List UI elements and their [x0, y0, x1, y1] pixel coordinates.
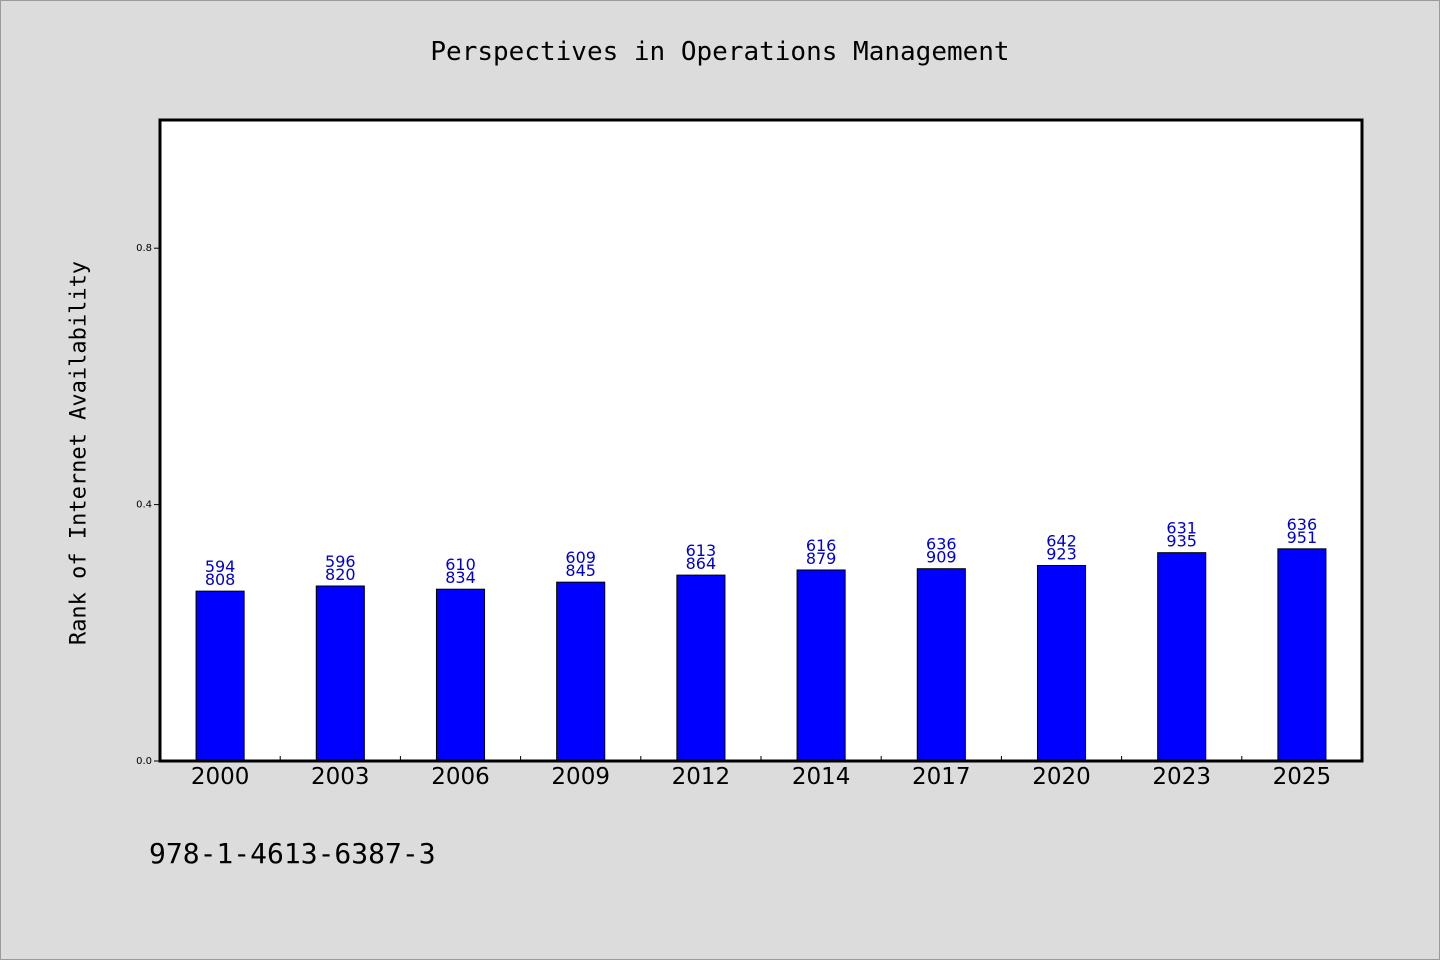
data-label-bottom-2017: 909 — [926, 548, 957, 567]
bar-2020 — [1036, 564, 1087, 762]
plot-frame — [158, 118, 1364, 763]
data-label-bottom-2009: 845 — [565, 561, 596, 580]
x-tick-label-2023: 2023 — [1152, 764, 1211, 790]
data-label-top-2003: 596 — [325, 552, 356, 571]
x-tick-label-2006: 2006 — [431, 764, 490, 790]
x-tick-label-2017: 2017 — [912, 764, 971, 790]
bar-2017 — [916, 568, 966, 762]
data-label-top-2017: 636 — [926, 535, 957, 554]
data-label-top-2012: 613 — [686, 541, 717, 560]
data-label-top-2006: 610 — [445, 555, 476, 574]
y-tick-label: 0.0 — [136, 756, 152, 767]
data-label-top-2000: 594 — [205, 557, 236, 576]
bar-2014 — [796, 569, 846, 762]
x-tick-label-2009: 2009 — [551, 764, 610, 790]
bar-2023 — [1157, 552, 1207, 762]
x-tick-label-2000: 2000 — [191, 764, 250, 790]
x-tick-label-2020: 2020 — [1032, 764, 1091, 790]
data-label-top-2020: 642 — [1046, 531, 1077, 550]
data-label-bottom-2025: 951 — [1287, 528, 1318, 547]
x-tick-label-2014: 2014 — [792, 764, 851, 790]
bar-2009 — [556, 581, 606, 762]
bar-2003 — [315, 585, 365, 762]
data-label-bottom-2014: 879 — [806, 549, 837, 568]
x-tick-label-2025: 2025 — [1273, 764, 1332, 790]
chart-title: Perspectives in Operations Management — [430, 37, 1010, 67]
data-label-bottom-2020: 923 — [1046, 544, 1077, 563]
data-label-top-2025: 636 — [1287, 515, 1318, 534]
data-label-bottom-2006: 834 — [445, 568, 476, 587]
data-label-bottom-2012: 864 — [686, 554, 717, 573]
bar-2012 — [676, 574, 726, 762]
data-label-top-2014: 616 — [806, 536, 837, 555]
data-label-top-2009: 609 — [565, 548, 596, 567]
data-label-top-2023: 631 — [1166, 519, 1197, 538]
x-tick-label-2012: 2012 — [672, 764, 731, 790]
bar-2025 — [1277, 548, 1327, 762]
x-tick-label-2003: 2003 — [311, 764, 370, 790]
data-label-bottom-2003: 820 — [325, 565, 356, 584]
data-label-bottom-2000: 808 — [205, 570, 236, 589]
bar-2006 — [435, 588, 486, 762]
data-label-bottom-2023: 935 — [1166, 532, 1197, 551]
y-tick-label: 0.8 — [136, 243, 152, 254]
bar-2000 — [195, 590, 245, 762]
isbn-footer: 978-1-4613-6387-3 — [149, 837, 436, 870]
y-tick-label: 0.4 — [136, 500, 152, 511]
